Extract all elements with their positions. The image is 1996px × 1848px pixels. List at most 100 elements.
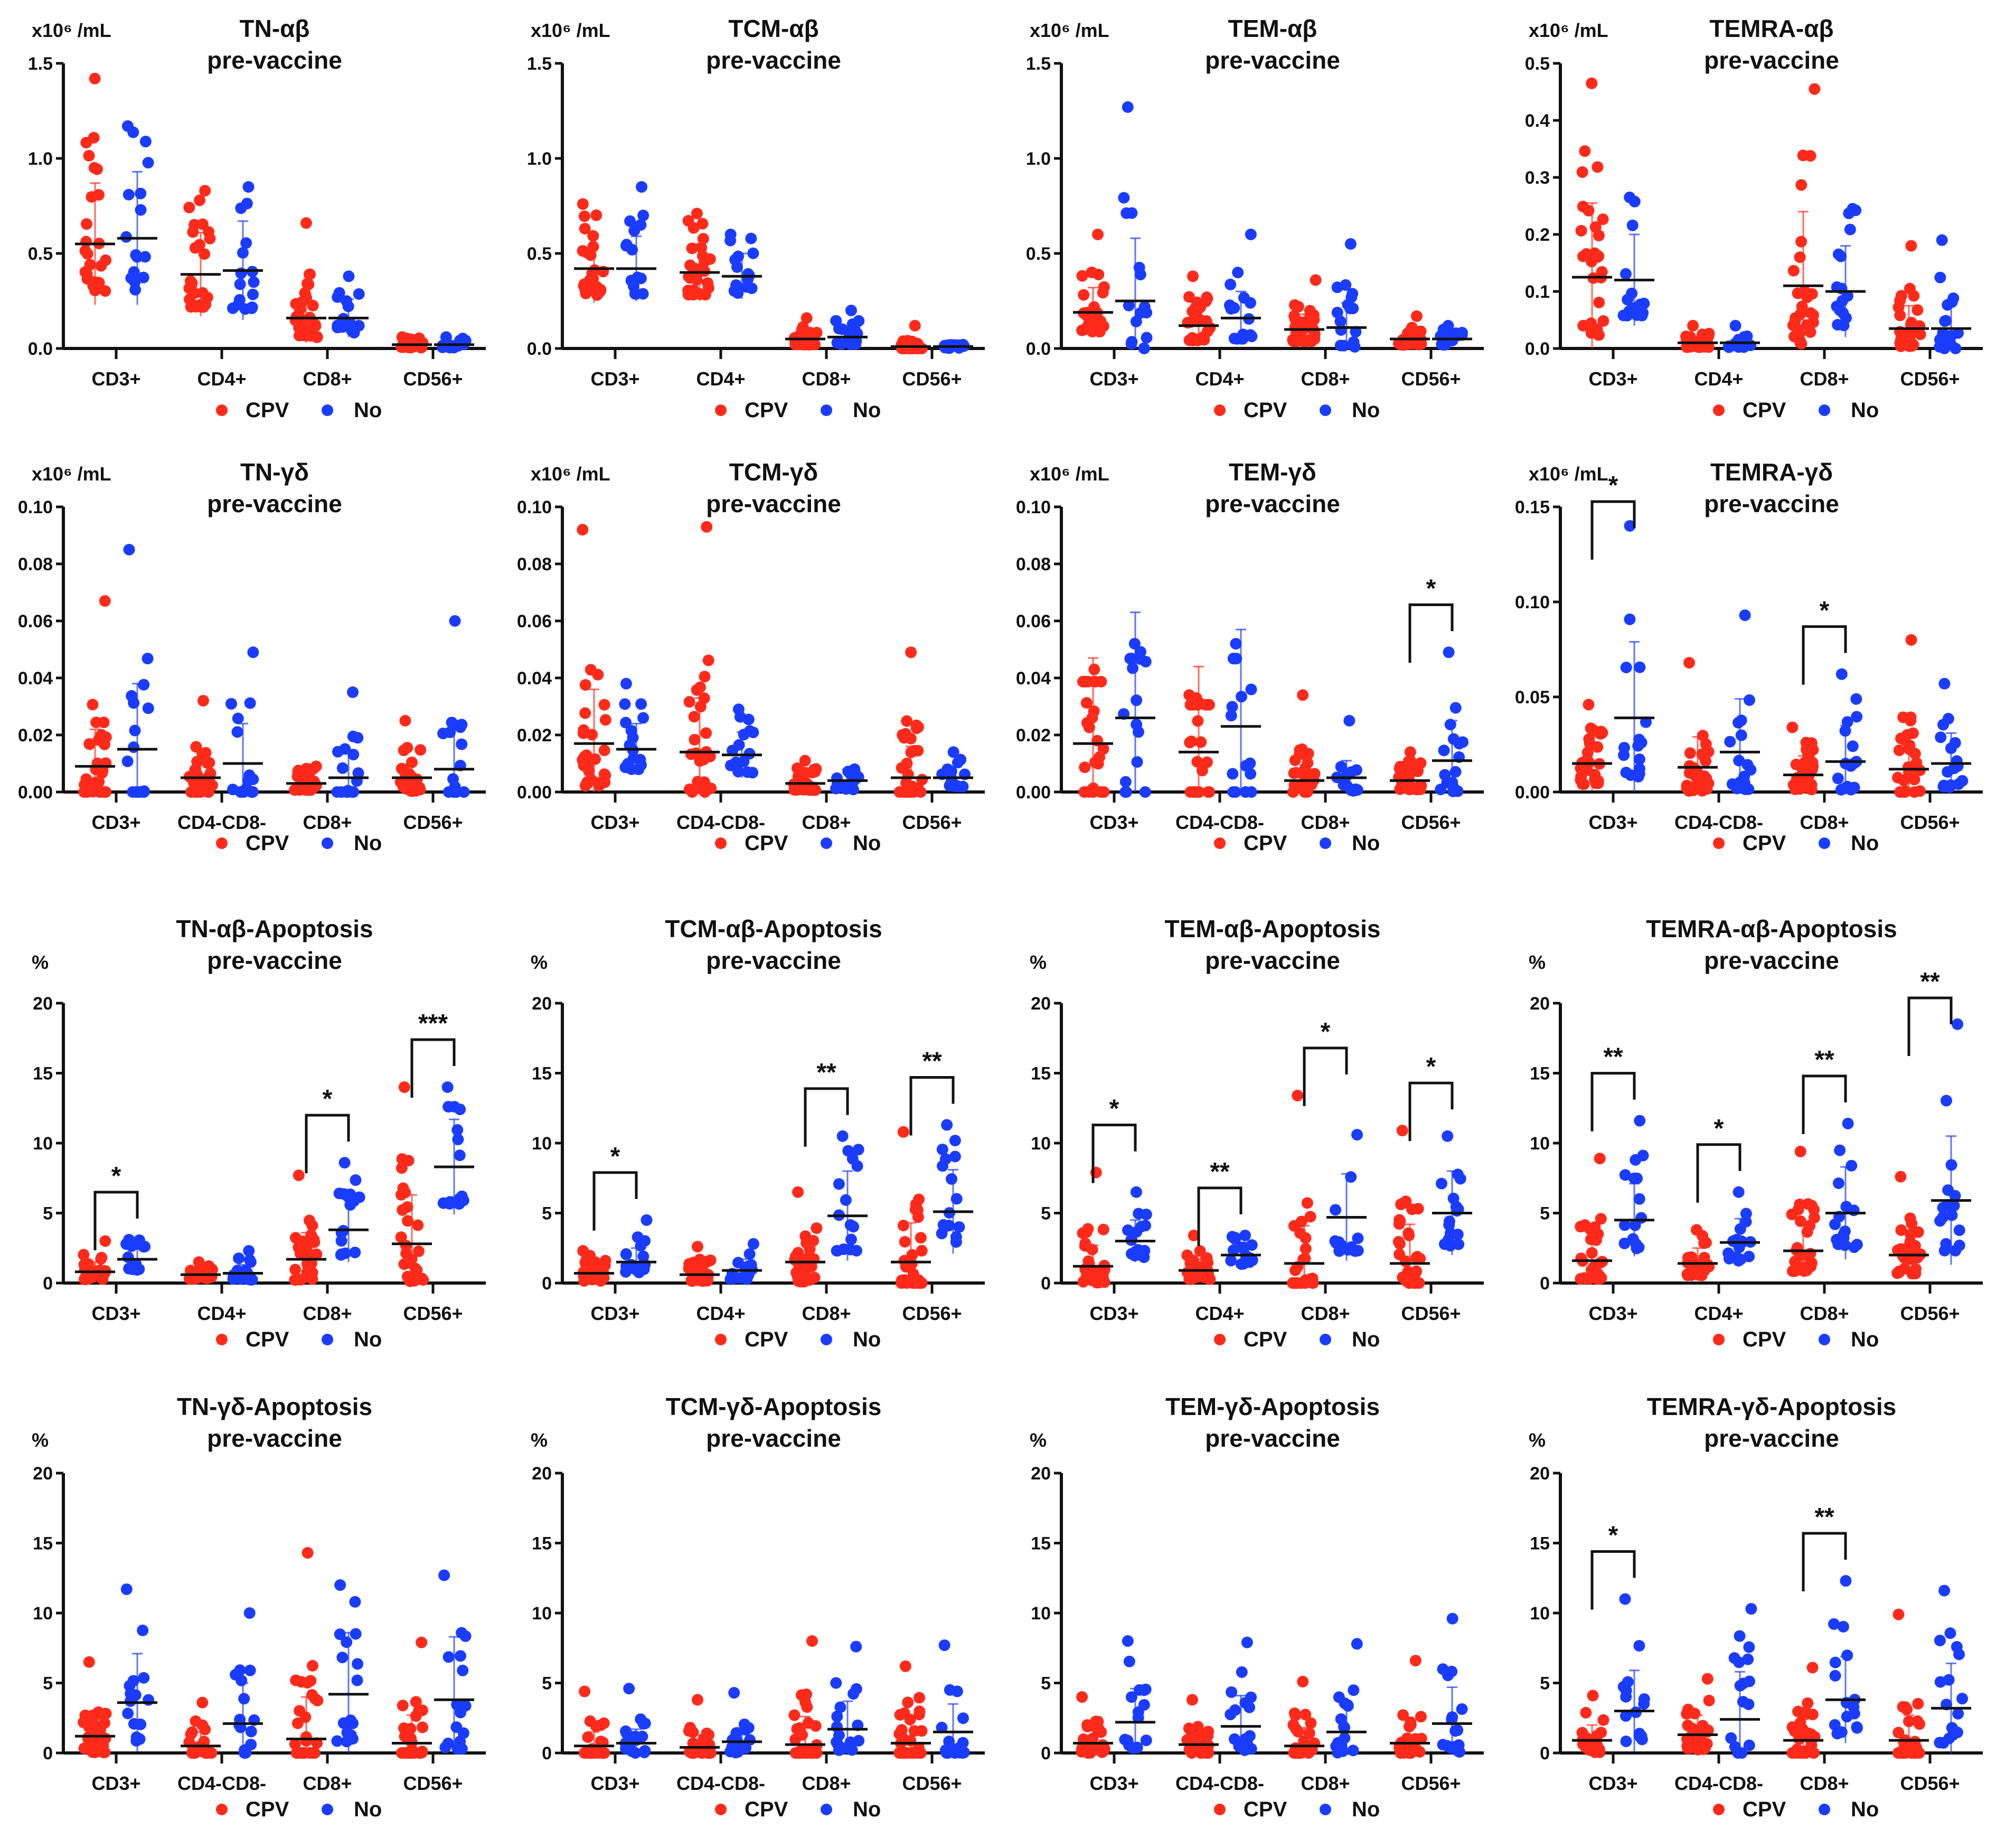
no-point [244,1664,256,1676]
cpv-point [1575,762,1587,775]
significance-label: * [1608,1522,1618,1550]
no-point [1953,1648,1965,1661]
significance-label: * [1714,1115,1724,1143]
no-point [1940,1095,1952,1107]
cpv-point [93,776,105,788]
significance-bracket [1696,1143,1741,1203]
legend-no-label: No [1851,1798,1879,1821]
cpv-point [582,758,595,770]
cpv-point [1304,1211,1316,1223]
significance-label: * [323,1085,333,1113]
cpv-point [1596,266,1608,278]
significance-label: ** [1920,968,1940,996]
no-point [1122,1734,1134,1747]
y-tick-label: 0.02 [18,725,53,746]
cpv-point [1097,743,1109,755]
y-tick-label: 0.5 [1525,54,1550,74]
legend-no-label: No [1352,832,1380,855]
no-point [454,1736,466,1748]
legend: CPV No [715,1328,881,1351]
y-tick-label: 0.04 [1016,668,1051,689]
cpv-point [96,1251,108,1264]
y-tick-label: 20 [532,994,552,1014]
cpv-point [1187,1254,1199,1266]
no-point [454,1104,466,1116]
cpv-point [311,331,323,343]
cpv-point [1580,1706,1592,1719]
no-point [349,1596,361,1608]
no-point [143,1694,155,1706]
cpv-point [1192,334,1204,346]
cpv-point [1289,1710,1302,1722]
no-point [438,1569,450,1581]
y-tick-label: 10 [33,1604,53,1624]
cpv-point [88,162,100,174]
cpv-point [1185,699,1198,711]
cpv-point [305,1675,317,1687]
chart-svg: TEM-γδ pre-vaccine x10⁶ /mL 0.00 0.02 0.04 0.0… [1016,458,1484,855]
cpv-point [1414,335,1426,347]
cpv-point [1581,747,1594,759]
y-axis-unit: % [1529,951,1546,973]
no-point [1634,661,1646,673]
no-point [341,1736,353,1748]
cpv-point [306,1235,318,1247]
no-point [958,1747,970,1759]
legend: CPV No [1713,1798,1879,1821]
chart-title: TEM-αβ [1228,15,1317,42]
y-tick-label: 0.08 [18,554,53,574]
x-tick-label: CD8+ [1301,1772,1350,1794]
no-point [1635,1730,1647,1742]
no-point [837,1742,850,1755]
no-point [1347,303,1359,315]
no-point [1938,677,1951,690]
cpv-point [1583,699,1595,711]
cpv-point [599,714,611,726]
cpv-point [1586,77,1598,89]
cpv-point [901,786,913,798]
legend-cpv-marker [715,837,727,849]
no-point [1133,1208,1145,1220]
chart-panel: TCM-αβ-Apoptosis pre-vaccine% 0 5 10 15 20 CD3+… [499,898,998,1373]
no-point [243,1607,256,1619]
no-point [1338,779,1350,791]
legend-cpv-label: CPV [1244,1328,1287,1351]
no-point [1126,207,1138,219]
cpv-point [1086,266,1098,278]
no-point [352,767,364,779]
cpv-point [1580,1741,1592,1753]
cpv-point [1079,1240,1091,1252]
y-tick-label: 0.02 [1016,725,1051,746]
cpv-point [1085,1745,1097,1757]
cpv-point [701,521,713,533]
cpv-point [83,149,95,162]
no-point [134,1733,146,1745]
cpv-point [1792,1203,1804,1215]
cpv-point [1806,1662,1819,1674]
cpv-point [1588,1261,1600,1273]
no-point [1743,1739,1755,1751]
no-point [1632,740,1644,752]
x-tick-label: CD56+ [1900,1772,1960,1794]
chart-subtitle: pre-vaccine [1205,1425,1340,1452]
cpv-point [1289,1264,1302,1276]
cpv-point [699,671,711,683]
significance-label: ** [1814,1503,1834,1531]
cpv-point [699,265,711,277]
no-point [1617,309,1630,322]
no-point [130,249,142,261]
cpv-point [1584,738,1596,750]
no-point [1626,303,1639,315]
no-point [1837,1620,1849,1633]
chart-title: TEMRA-γδ-Apoptosis [1647,1393,1897,1420]
no-point [1352,1244,1364,1257]
legend-cpv-marker [1713,1334,1725,1345]
cpv-point [1585,722,1597,734]
no-point [840,1194,852,1206]
x-tick-label: CD4-CD8- [1674,1772,1763,1794]
cpv-point [183,202,195,214]
no-point [336,321,349,333]
chart-subtitle: pre-vaccine [1205,947,1340,974]
no-point [1733,716,1745,729]
legend-no-label: No [853,832,881,855]
